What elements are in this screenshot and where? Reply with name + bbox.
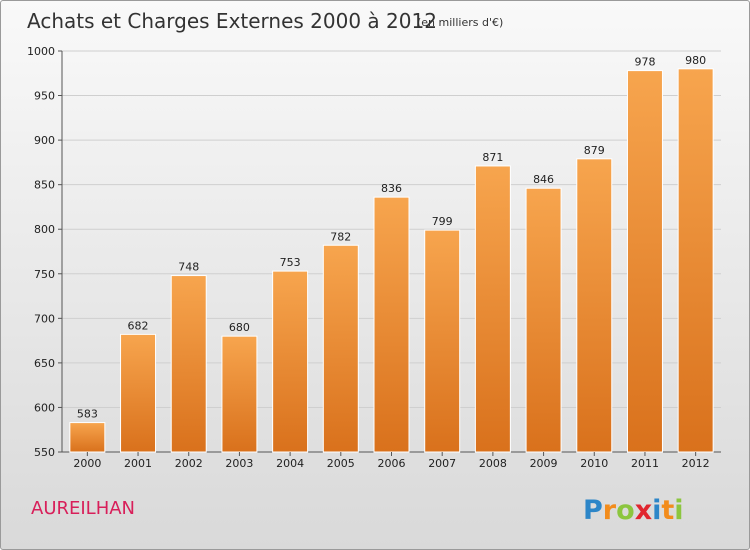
x-tick-label: 2000 bbox=[73, 457, 101, 470]
bar bbox=[272, 270, 309, 453]
chart-title: Achats et Charges Externes 2000 à 2012 bbox=[27, 9, 437, 33]
x-tick-label: 2010 bbox=[580, 457, 608, 470]
x-axis-ticks: 2000 2001 2002 2003 2004 2005 2006 2007 2008 2009… bbox=[73, 452, 710, 470]
bar-value-label: 836 bbox=[381, 182, 402, 195]
y-tick-label: 700 bbox=[34, 312, 55, 325]
chart-subtitle: (en milliers d'€) bbox=[417, 16, 503, 29]
x-tick-label: 2002 bbox=[175, 457, 203, 470]
bar bbox=[576, 158, 613, 453]
bar bbox=[69, 422, 106, 453]
bar bbox=[170, 275, 207, 453]
x-tick-label: 2012 bbox=[682, 457, 710, 470]
proxiti-logo: Proxiti bbox=[583, 495, 684, 526]
y-axis-ticks: 550 600 650 700 750 800 850 900 950 1000 bbox=[27, 45, 62, 459]
bar bbox=[525, 187, 562, 453]
logo-letter: i bbox=[652, 495, 661, 526]
x-tick-label: 2004 bbox=[276, 457, 304, 470]
bar-value-label: 799 bbox=[432, 215, 453, 228]
bar bbox=[120, 333, 157, 453]
logo-letter: t bbox=[661, 495, 674, 526]
bar-value-label: 680 bbox=[229, 321, 250, 334]
bar-value-label: 748 bbox=[178, 261, 199, 274]
y-tick-label: 950 bbox=[34, 90, 55, 103]
logo-letter: P bbox=[583, 495, 603, 526]
bar-value-label: 980 bbox=[685, 54, 706, 67]
x-tick-label: 2003 bbox=[225, 457, 253, 470]
bar bbox=[221, 335, 258, 453]
logo-letter: r bbox=[603, 495, 617, 526]
bar-value-label: 978 bbox=[634, 56, 655, 69]
logo-letter: x bbox=[635, 495, 652, 526]
x-tick-label: 2008 bbox=[479, 457, 507, 470]
bar-value-label: 682 bbox=[128, 319, 149, 332]
x-tick-label: 2011 bbox=[631, 457, 659, 470]
bar bbox=[626, 70, 663, 453]
y-tick-label: 750 bbox=[34, 268, 55, 281]
y-tick-label: 1000 bbox=[27, 45, 55, 58]
bars bbox=[69, 68, 714, 453]
y-tick-label: 650 bbox=[34, 357, 55, 370]
bar-value-label: 879 bbox=[584, 144, 605, 157]
y-tick-label: 900 bbox=[34, 134, 55, 147]
bar bbox=[322, 244, 359, 453]
commune-name: AUREILHAN bbox=[31, 498, 135, 519]
bar bbox=[424, 229, 461, 453]
y-tick-label: 850 bbox=[34, 179, 55, 192]
value-labels: 583 682 748 680 753 782 836 799 871 846 879 978 980 bbox=[77, 54, 706, 421]
bar bbox=[677, 68, 714, 453]
y-tick-label: 600 bbox=[34, 401, 55, 414]
y-tick-label: 800 bbox=[34, 223, 55, 236]
x-tick-label: 2005 bbox=[327, 457, 355, 470]
x-tick-label: 2007 bbox=[428, 457, 456, 470]
bar-value-label: 583 bbox=[77, 408, 98, 421]
x-tick-label: 2009 bbox=[530, 457, 558, 470]
logo-letter: i bbox=[674, 495, 683, 526]
bar bbox=[474, 165, 511, 453]
bar bbox=[373, 196, 410, 453]
logo-letter: o bbox=[616, 495, 635, 526]
bar-value-label: 753 bbox=[280, 256, 301, 269]
y-tick-label: 550 bbox=[34, 446, 55, 459]
bar-value-label: 846 bbox=[533, 173, 554, 186]
x-tick-label: 2006 bbox=[378, 457, 406, 470]
bar-value-label: 871 bbox=[482, 151, 503, 164]
bar-value-label: 782 bbox=[330, 230, 351, 243]
x-tick-label: 2001 bbox=[124, 457, 152, 470]
